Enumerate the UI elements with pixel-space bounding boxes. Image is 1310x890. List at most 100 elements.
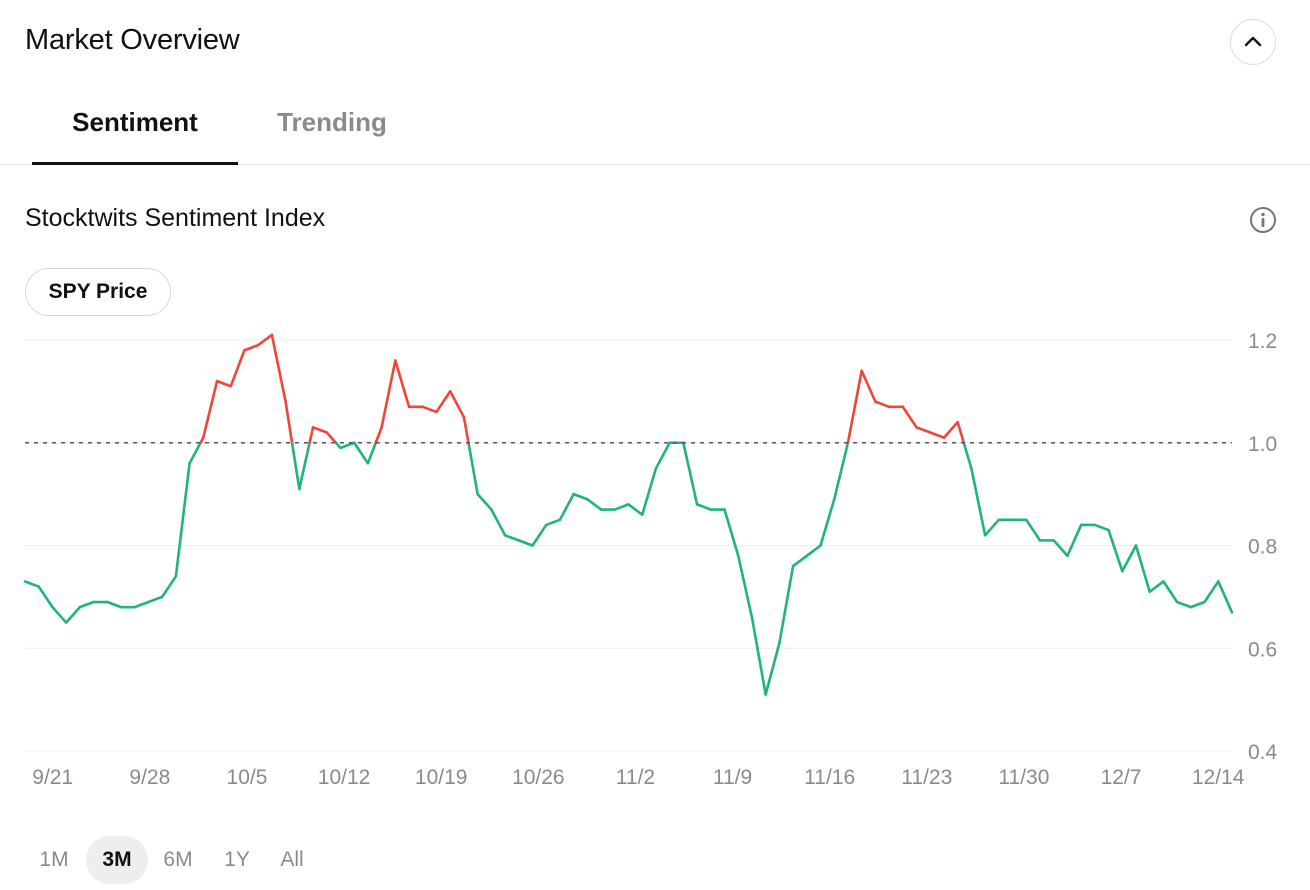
line-segment: [640, 467, 658, 516]
x-tick-label: 11/9: [713, 766, 752, 789]
line-segment: [723, 508, 740, 558]
range-1y[interactable]: 1Y: [224, 848, 250, 871]
line-segment: [778, 564, 795, 645]
line-segment: [962, 441, 973, 470]
line-segment: [202, 379, 219, 439]
line-segment: [915, 426, 932, 434]
line-segment: [517, 539, 534, 547]
line-segment: [1216, 580, 1234, 614]
x-tick-label: 11/23: [901, 766, 952, 789]
line-segment: [366, 441, 378, 465]
x-tick-label: 10/5: [227, 766, 268, 789]
line-segment: [435, 390, 452, 414]
line-segment: [1093, 523, 1110, 532]
line-segment: [1148, 580, 1165, 594]
line-segment: [1024, 518, 1042, 542]
line-segment: [1203, 580, 1220, 604]
line-segment: [627, 503, 644, 516]
info-icon: [1250, 207, 1276, 233]
spy-price-toggle[interactable]: SPY Price: [25, 268, 171, 316]
x-tick-label: 10/26: [512, 766, 565, 789]
line-segment: [1134, 544, 1152, 594]
tab-trending[interactable]: Trending: [277, 107, 387, 137]
line-segment: [147, 595, 164, 604]
line-segment: [1162, 580, 1179, 604]
line-segment: [339, 441, 356, 450]
line-segment: [374, 426, 383, 445]
chart-grid: [25, 339, 1232, 752]
line-segment: [682, 441, 699, 506]
x-axis: 9/21 9/28 10/5 10/12 10/19 10/26 11/2 11/9 11/16…: [32, 766, 1244, 789]
tab-bar: Sentiment Trending: [0, 90, 1310, 165]
y-tick-label: 1.2: [1248, 330, 1277, 353]
line-segment: [476, 492, 493, 511]
line-segment: [64, 605, 82, 624]
line-segment: [695, 503, 713, 511]
x-tick-label: 12/7: [1101, 766, 1142, 789]
chart-title: Stocktwits Sentiment Index: [25, 204, 326, 232]
line-segment: [352, 441, 370, 465]
line-segment: [37, 585, 54, 609]
line-segment: [860, 369, 877, 403]
line-segment: [544, 518, 562, 527]
tab-sentiment[interactable]: Sentiment: [32, 104, 238, 165]
line-segment: [846, 369, 863, 445]
line-segment: [531, 523, 548, 547]
line-segment: [805, 544, 822, 558]
y-axis: 0.4 0.6 0.8 1.0 1.2: [1248, 330, 1278, 764]
x-tick-label: 12/14: [1192, 766, 1245, 789]
line-segment: [736, 554, 754, 619]
line-segment: [421, 405, 438, 414]
line-segment: [1107, 528, 1124, 573]
line-segment: [448, 390, 466, 419]
y-tick-label: 0.8: [1248, 536, 1277, 559]
line-segment: [1120, 544, 1138, 573]
line-segment: [791, 554, 809, 568]
range-all[interactable]: All: [280, 848, 304, 871]
collapse-button[interactable]: [1230, 19, 1276, 65]
line-segment: [572, 492, 589, 501]
line-segment: [956, 420, 966, 445]
line-segment: [270, 333, 287, 403]
line-segment: [558, 492, 575, 522]
line-segment: [490, 508, 507, 537]
range-6m[interactable]: 6M: [163, 848, 193, 871]
line-segment: [174, 462, 191, 578]
line-segment: [311, 426, 329, 434]
line-segment: [928, 431, 946, 439]
line-segment: [1066, 523, 1083, 558]
line-segment: [874, 400, 891, 409]
line-segment: [325, 431, 338, 445]
line-segment: [750, 616, 767, 696]
range-3m[interactable]: 3M: [86, 836, 148, 884]
x-tick-label: 9/28: [129, 766, 170, 789]
line-segment: [1189, 600, 1206, 609]
line-segment: [394, 359, 411, 409]
line-segment: [160, 575, 178, 599]
x-tick-label: 9/21: [32, 766, 73, 789]
range-1m[interactable]: 1M: [39, 848, 69, 871]
line-segment: [503, 533, 521, 542]
line-segment: [901, 405, 918, 429]
line-segment: [256, 333, 274, 347]
line-segment: [23, 580, 41, 588]
line-segment: [586, 497, 603, 511]
x-tick-label: 11/2: [616, 766, 655, 789]
line-segment: [654, 441, 671, 470]
info-button[interactable]: [1249, 206, 1277, 234]
line-segment: [308, 426, 315, 445]
sentiment-chart: 0.4 0.6 0.8 1.0 1.2 9/21 9/28 10/5 10/12 10/19 10…: [23, 330, 1278, 789]
line-segment: [133, 600, 150, 609]
line-segment: [462, 415, 470, 445]
y-tick-label: 1.0: [1248, 433, 1277, 456]
x-tick-label: 11/16: [804, 766, 855, 789]
line-segment: [298, 441, 311, 491]
line-segment: [229, 348, 246, 388]
line-segment: [188, 441, 202, 465]
page-title: Market Overview: [25, 24, 240, 56]
line-segment: [1052, 539, 1069, 558]
line-segment: [467, 441, 479, 496]
line-segment: [764, 641, 781, 696]
line-segment: [51, 605, 68, 624]
y-tick-label: 0.4: [1248, 741, 1278, 764]
